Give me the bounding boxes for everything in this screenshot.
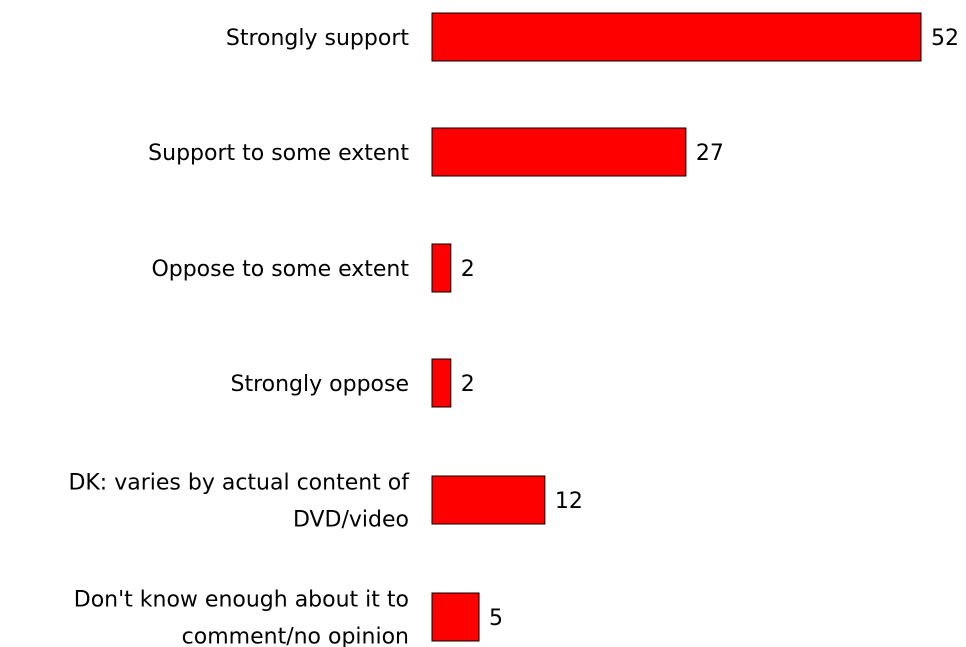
bar <box>431 475 546 525</box>
data-label: 52 <box>931 26 959 51</box>
data-label: 2 <box>461 372 475 397</box>
bar <box>431 12 922 62</box>
bar <box>431 243 452 293</box>
data-label: 5 <box>489 606 503 631</box>
data-label: 2 <box>461 257 475 282</box>
bar <box>431 358 452 408</box>
category-label: Oppose to some extent <box>151 257 409 282</box>
category-label: DK: varies by actual content of DVD/video <box>68 471 410 533</box>
data-label: 12 <box>555 489 583 514</box>
category-label: Support to some extent <box>148 141 409 166</box>
data-label: 27 <box>696 141 724 166</box>
bar <box>431 592 480 642</box>
bar <box>431 127 687 177</box>
category-label: Strongly oppose <box>231 372 410 397</box>
category-label: Don't know enough about it to comment/no … <box>74 588 409 647</box>
category-label: Strongly support <box>226 26 409 51</box>
